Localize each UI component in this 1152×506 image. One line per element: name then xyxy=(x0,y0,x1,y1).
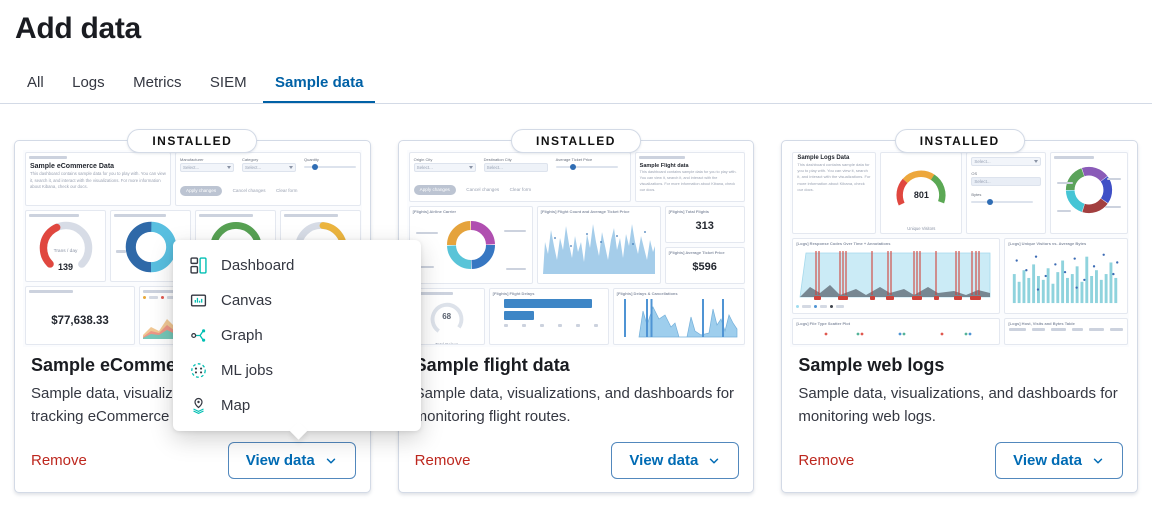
mini-panel-trans-gauge: Trans / day 139 xyxy=(25,210,106,282)
mini-slider xyxy=(555,164,618,170)
mini-panel-controls: Manufacturer Select... Category Select..… xyxy=(175,152,361,206)
mini-slider xyxy=(304,164,356,170)
mini-panel-airline-carrier: [Flights] Airline Carrier xyxy=(408,206,533,284)
tab-bar: All Logs Metrics SIEM Sample data xyxy=(0,68,1152,104)
caret-icon xyxy=(227,166,231,169)
view-data-popover: Dashboard Canvas Graph ML jobs xyxy=(173,240,421,440)
delays-ring-chart xyxy=(430,302,464,336)
card-web-logs: INSTALLED Sample Logs Data This dashboar… xyxy=(781,129,1139,493)
ml-jobs-icon xyxy=(191,363,206,378)
popover-item-dashboard[interactable]: Dashboard xyxy=(173,248,421,283)
logs-dashboard-thumbnail: Sample Logs Data This dashboard contains… xyxy=(790,150,1130,347)
map-icon xyxy=(193,397,204,414)
mini-panel-description: Sample Logs Data This dashboard contains… xyxy=(792,152,877,234)
mini-panel-visitors-bytes: [Logs] Unique Visitors vs. Average Bytes xyxy=(1004,238,1129,314)
tab-siem[interactable]: SIEM xyxy=(209,74,247,91)
canvas-icon xyxy=(190,294,207,307)
mini-panel-os-donut xyxy=(1050,152,1129,234)
view-data-button[interactable]: View data xyxy=(227,442,356,479)
installed-badge: INSTALLED xyxy=(127,129,258,153)
mini-panel-response-codes: [Logs] Response Codes Over Time + Annota… xyxy=(792,238,1001,314)
flight-count-area-chart xyxy=(542,224,655,274)
view-data-button[interactable]: View data xyxy=(611,442,740,479)
tab-all[interactable]: All xyxy=(27,74,44,91)
sample-data-cards: INSTALLED Sample eCommerce Data This das… xyxy=(0,129,1152,493)
view-data-button[interactable]: View data xyxy=(995,442,1124,479)
mini-panel-delays-cancellations: [Flights] Delays & Cancellations xyxy=(612,288,745,345)
caret-icon xyxy=(1034,160,1039,163)
card-title: Sample flight data xyxy=(414,355,570,375)
donut-chart xyxy=(125,221,176,273)
remove-link[interactable]: Remove xyxy=(31,452,87,469)
file-type-scatter xyxy=(824,332,972,336)
cancellations-chart xyxy=(623,299,738,338)
bar xyxy=(503,299,592,308)
mini-panel-controls: Select... OS Select... Bytes xyxy=(966,152,1047,234)
card-flights: INSTALLED Origin City Select... Destinat… xyxy=(397,129,755,493)
remove-link[interactable]: Remove xyxy=(798,452,855,469)
remove-link[interactable]: Remove xyxy=(414,452,471,469)
mini-panel-description: Sample eCommerce Data This dashboard con… xyxy=(25,152,171,206)
installed-badge: INSTALLED xyxy=(894,129,1025,153)
popover-item-canvas[interactable]: Canvas xyxy=(173,283,421,318)
mini-panel-unique-visitors-gauge: 801 Unique Visitors xyxy=(880,152,963,234)
tab-metrics[interactable]: Metrics xyxy=(133,74,182,91)
mini-panel-controls: Origin City Select... Destination City S… xyxy=(408,152,631,202)
mini-panel-total-revenue: $77,638.33 xyxy=(25,286,135,345)
caret-icon xyxy=(289,166,293,169)
popover-item-ml-jobs[interactable]: ML jobs xyxy=(173,353,421,388)
mini-panel-total-flights: [Flights] Total Flights 313 Total Flight… xyxy=(664,206,745,243)
os-donut-chart xyxy=(1066,166,1113,214)
dashboard-icon xyxy=(190,257,207,274)
card-description: Sample data, visualizations, and dashboa… xyxy=(798,385,1118,425)
mini-panel-file-type-scatter: [Logs] File Type Scatter Plot xyxy=(792,318,1001,345)
mini-panel-avg-ticket-price: [Flights] Average Ticket Price $596 Avg.… xyxy=(664,247,745,284)
card-description: Sample data, visualizations, and dashboa… xyxy=(414,385,735,425)
page-title: Add data xyxy=(15,12,141,45)
tab-logs[interactable]: Logs xyxy=(72,74,105,91)
popover-item-map[interactable]: Map xyxy=(173,388,421,423)
caret-icon xyxy=(468,166,473,169)
chevron-down-icon xyxy=(326,458,335,463)
tab-sample-data[interactable]: Sample data xyxy=(263,68,375,103)
popover-item-graph[interactable]: Graph xyxy=(173,318,421,353)
carrier-donut-chart xyxy=(446,221,495,269)
red-gauge-chart xyxy=(39,221,92,275)
card-title: Sample web logs xyxy=(798,355,945,375)
graph-icon xyxy=(191,329,206,342)
mini-panel-flight-delays: [Flights] Flight Delays xyxy=(488,288,609,345)
chevron-down-icon xyxy=(1093,458,1103,463)
bar xyxy=(503,311,534,320)
mini-apply-button: Apply changes xyxy=(180,185,223,196)
mini-apply-button: Apply changes xyxy=(413,184,456,195)
visitors-gauge-chart xyxy=(896,170,946,215)
mini-slider xyxy=(971,199,1034,205)
visitors-bar-chart xyxy=(1013,253,1119,304)
mini-panel-host-table: [Logs] Host, Visits and Bytes Table xyxy=(1004,318,1129,345)
mini-panel-flight-count: [Flights] Flight Count and Average Ticke… xyxy=(536,206,661,284)
chevron-down-icon xyxy=(710,458,719,463)
response-codes-chart xyxy=(799,251,991,300)
installed-badge: INSTALLED xyxy=(511,129,641,153)
mini-panel-description: Sample Flight data This dashboard contai… xyxy=(634,152,745,202)
flights-dashboard-thumbnail: Origin City Select... Destination City S… xyxy=(406,150,746,347)
